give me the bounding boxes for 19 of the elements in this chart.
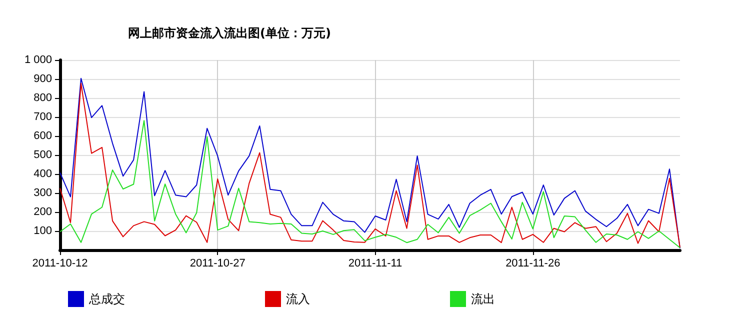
y-tick-label: 700 — [34, 111, 52, 123]
x-tick-label: 2011-10-27 — [190, 258, 246, 270]
x-tick-label: 2011-11-11 — [348, 258, 402, 270]
y-tick-label: 400 — [34, 168, 52, 180]
x-tick-label: 2011-10-12 — [32, 258, 88, 270]
y-tick-label: 500 — [34, 149, 52, 161]
legend-label: 流出 — [471, 292, 495, 306]
y-tick-label: 100 — [34, 225, 52, 237]
y-tick-label: 1 000 — [24, 54, 52, 66]
y-tick-label: 900 — [34, 73, 52, 85]
chart-title: 网上邮市资金流入流出图(单位：万元) — [128, 26, 331, 40]
y-tick-label: 300 — [34, 187, 52, 199]
x-tick-label: 2011-11-26 — [506, 258, 560, 270]
legend-label: 总成交 — [88, 292, 125, 306]
line-series — [60, 120, 680, 248]
y-tick-label: 800 — [34, 92, 52, 104]
y-tick-label: 200 — [34, 206, 52, 218]
y-tick-label: 600 — [34, 130, 52, 142]
legend-label: 流入 — [286, 292, 310, 306]
